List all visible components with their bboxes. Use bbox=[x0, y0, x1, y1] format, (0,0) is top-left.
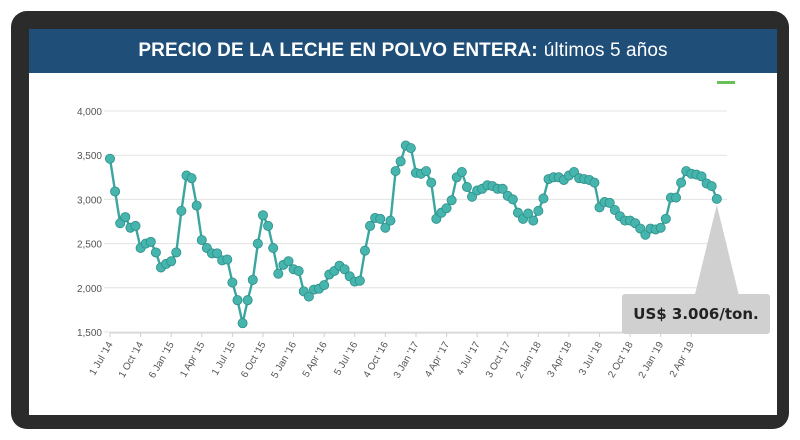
data-point bbox=[655, 222, 666, 233]
data-point bbox=[110, 186, 121, 197]
data-point bbox=[242, 295, 253, 306]
data-point bbox=[120, 212, 131, 223]
chart-card: PRECIO DE LA LECHE EN POLVO ENTERA: últi… bbox=[29, 29, 777, 415]
data-point bbox=[696, 171, 707, 182]
data-point bbox=[507, 194, 518, 205]
x-tick-label: 1 Oct '14 bbox=[117, 340, 147, 380]
x-tick-label: 3 Jan '17 bbox=[392, 340, 422, 381]
data-point bbox=[456, 166, 467, 177]
x-tick-label: 3 Oct '17 bbox=[484, 340, 514, 380]
data-point bbox=[166, 256, 177, 267]
data-point bbox=[293, 266, 304, 277]
data-point bbox=[196, 235, 207, 246]
data-point bbox=[268, 243, 279, 254]
x-tick-label: 6 Jan '15 bbox=[147, 340, 177, 381]
data-point bbox=[706, 181, 717, 192]
y-tick-label: 3,500 bbox=[77, 151, 102, 162]
data-point bbox=[604, 197, 615, 208]
data-point bbox=[421, 166, 432, 177]
data-point bbox=[385, 215, 396, 226]
callout-label: US$ 3.006/ton. bbox=[633, 305, 759, 323]
x-tick-label: 3 Apr '18 bbox=[545, 340, 574, 380]
data-point bbox=[339, 264, 350, 275]
data-point bbox=[676, 177, 687, 188]
data-point bbox=[390, 166, 401, 177]
x-tick-label: 5 Jan '16 bbox=[270, 340, 300, 381]
data-point bbox=[303, 291, 314, 302]
data-point bbox=[711, 193, 722, 204]
data-point bbox=[237, 318, 248, 329]
data-point bbox=[273, 268, 284, 279]
chart-title: PRECIO DE LA LECHE EN POLVO ENTERA: últi… bbox=[29, 29, 777, 73]
data-point bbox=[589, 177, 600, 188]
x-tick-label: 1 Jul '15 bbox=[210, 340, 238, 378]
data-point bbox=[426, 177, 437, 188]
data-point bbox=[252, 238, 263, 249]
x-tick-label: 6 Oct '15 bbox=[239, 340, 269, 380]
data-point bbox=[186, 173, 197, 184]
x-tick-label: 2 Apr '19 bbox=[668, 340, 697, 380]
data-point bbox=[538, 193, 549, 204]
data-point bbox=[171, 247, 182, 258]
chart-title-bold: PRECIO DE LA LECHE EN POLVO ENTERA: bbox=[138, 40, 538, 61]
data-point bbox=[365, 220, 376, 231]
chart-title-light: últimos 5 años bbox=[543, 40, 668, 61]
x-tick-label: 5 Jul '16 bbox=[332, 340, 360, 378]
data-point bbox=[319, 280, 330, 291]
data-point bbox=[533, 205, 544, 216]
x-tick-label: 4 Jul '17 bbox=[455, 340, 483, 378]
last-value-callout: US$ 3.006/ton. bbox=[622, 294, 770, 334]
x-tick-label: 4 Oct '16 bbox=[362, 340, 392, 380]
chart-frame: PRECIO DE LA LECHE EN POLVO ENTERA: últi… bbox=[11, 11, 789, 429]
data-point bbox=[354, 275, 365, 286]
data-point bbox=[105, 153, 116, 164]
data-point bbox=[247, 274, 258, 285]
accent-mark bbox=[717, 81, 735, 84]
data-point bbox=[283, 256, 294, 267]
x-tick-label: 1 Apr '15 bbox=[178, 340, 207, 380]
data-point bbox=[671, 192, 682, 203]
x-tick-label: 2 Jan '19 bbox=[637, 340, 667, 381]
data-point bbox=[176, 205, 187, 216]
data-point bbox=[232, 295, 243, 306]
data-point bbox=[222, 254, 233, 265]
data-point bbox=[461, 182, 472, 193]
x-tick-label: 4 Apr '17 bbox=[423, 340, 452, 380]
data-point bbox=[380, 222, 391, 233]
data-point bbox=[227, 277, 238, 288]
data-point bbox=[523, 208, 534, 219]
data-point bbox=[130, 220, 141, 231]
data-point bbox=[395, 156, 406, 167]
y-tick-label: 3,000 bbox=[77, 195, 102, 206]
y-tick-label: 1,500 bbox=[77, 328, 102, 339]
data-point bbox=[497, 183, 508, 194]
x-tick-label: 5 Apr '16 bbox=[301, 340, 330, 380]
data-point bbox=[441, 203, 452, 214]
y-tick-label: 4,000 bbox=[77, 107, 102, 118]
data-point bbox=[359, 245, 370, 256]
data-point bbox=[446, 195, 457, 206]
data-point bbox=[257, 210, 268, 221]
data-point bbox=[263, 220, 274, 231]
data-point bbox=[528, 215, 539, 226]
data-point bbox=[191, 200, 202, 211]
y-tick-label: 2,500 bbox=[77, 240, 102, 251]
data-point bbox=[150, 247, 161, 258]
data-point bbox=[375, 213, 386, 224]
data-point bbox=[660, 213, 671, 224]
y-tick-label: 2,000 bbox=[77, 284, 102, 295]
x-tick-label: 1 Jul '14 bbox=[88, 340, 116, 378]
x-tick-label: 2 Jan '18 bbox=[514, 340, 544, 381]
x-tick-label: 2 Oct '18 bbox=[606, 340, 636, 380]
data-point bbox=[145, 236, 156, 247]
x-tick-label: 3 Jul '18 bbox=[577, 340, 605, 378]
data-point bbox=[405, 143, 416, 154]
data-point bbox=[212, 248, 223, 259]
